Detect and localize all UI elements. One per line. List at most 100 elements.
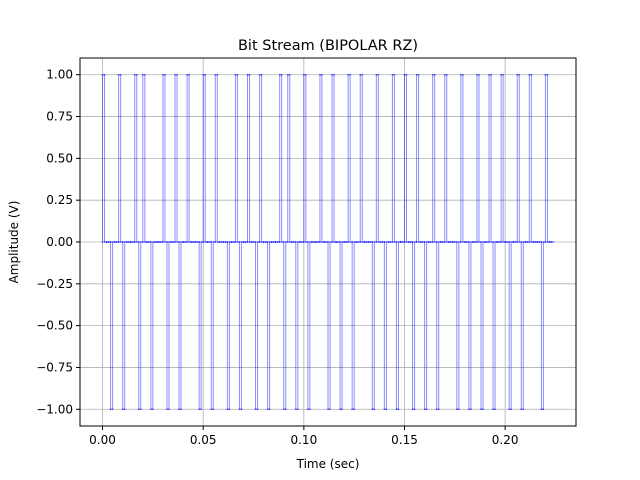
signal-point bbox=[472, 241, 474, 243]
signal-point bbox=[248, 73, 251, 76]
signal-point bbox=[393, 241, 396, 243]
signal-point bbox=[492, 408, 494, 411]
signal-point bbox=[540, 408, 543, 411]
signal-point bbox=[347, 241, 350, 243]
signal-point bbox=[500, 73, 503, 76]
signal-point bbox=[302, 73, 305, 76]
signal-point bbox=[168, 408, 170, 411]
x-tick-label: 0.05 bbox=[190, 433, 217, 447]
signal-point bbox=[290, 241, 293, 243]
signal-point bbox=[294, 408, 297, 411]
signal-point bbox=[455, 241, 458, 243]
signal-point bbox=[530, 73, 533, 76]
signal-point bbox=[288, 241, 291, 243]
signal-point bbox=[419, 241, 422, 243]
signal-point bbox=[282, 241, 285, 243]
signal-point bbox=[254, 408, 257, 411]
signal-point bbox=[139, 408, 142, 411]
signal-point bbox=[331, 73, 333, 76]
signal-point bbox=[308, 408, 311, 411]
signal-point bbox=[526, 241, 529, 243]
signal-point bbox=[216, 241, 219, 243]
signal-point bbox=[502, 241, 505, 243]
signal-point bbox=[407, 241, 410, 243]
signal-point bbox=[385, 408, 388, 411]
signal-point bbox=[333, 73, 335, 76]
signal-point bbox=[234, 241, 237, 243]
signal-point bbox=[488, 241, 490, 243]
signal-point bbox=[359, 241, 362, 243]
signal-point bbox=[459, 73, 462, 76]
signal-point bbox=[125, 241, 128, 243]
signal-point bbox=[528, 241, 531, 243]
signal-point bbox=[304, 73, 307, 76]
signal-point bbox=[188, 73, 191, 76]
signal-point bbox=[135, 73, 138, 76]
signal-point bbox=[133, 73, 136, 76]
y-axis-label: Amplitude (V) bbox=[7, 201, 21, 284]
signal-point bbox=[178, 408, 180, 411]
signal-point bbox=[319, 73, 321, 76]
signal-point bbox=[214, 73, 217, 76]
signal-point bbox=[315, 241, 317, 243]
signal-point bbox=[341, 241, 343, 243]
signal-point bbox=[202, 241, 205, 243]
signal-point bbox=[349, 241, 352, 243]
signal-point bbox=[308, 241, 311, 243]
signal-point bbox=[465, 241, 468, 243]
signal-point bbox=[395, 241, 398, 243]
signal-point bbox=[403, 73, 406, 76]
signal-point bbox=[369, 241, 372, 243]
signal-point bbox=[461, 241, 464, 243]
signal-point bbox=[262, 241, 265, 243]
signal-point bbox=[540, 241, 543, 243]
signal-point bbox=[186, 241, 188, 243]
signal-point bbox=[518, 241, 521, 243]
signal-point bbox=[427, 241, 430, 243]
signal-point bbox=[417, 241, 420, 243]
signal-point bbox=[214, 241, 217, 243]
signal-point bbox=[212, 241, 215, 243]
signal-point bbox=[371, 408, 374, 411]
signal-point bbox=[355, 241, 358, 243]
signal-point bbox=[443, 241, 446, 243]
signal-point bbox=[137, 241, 140, 243]
y-tick-label: 0.50 bbox=[46, 151, 73, 165]
y-tick-label: 0.25 bbox=[46, 193, 73, 207]
signal-point bbox=[542, 408, 545, 411]
signal-point bbox=[258, 73, 261, 76]
signal-point bbox=[341, 408, 343, 411]
signal-point bbox=[353, 408, 356, 411]
y-tick-label: 0.75 bbox=[46, 110, 73, 124]
signal-point bbox=[121, 241, 124, 243]
signal-point bbox=[494, 408, 496, 411]
signal-point bbox=[232, 241, 235, 243]
signal-point bbox=[546, 73, 549, 76]
signal-point bbox=[254, 241, 257, 243]
signal-point bbox=[457, 241, 460, 243]
signal-point bbox=[343, 241, 346, 243]
signal-point bbox=[502, 73, 505, 76]
signal-point bbox=[246, 241, 249, 243]
y-tick-label: 1.00 bbox=[46, 68, 73, 82]
signal-point bbox=[423, 241, 426, 243]
signal-point bbox=[141, 241, 144, 243]
signal-point bbox=[135, 241, 138, 243]
signal-point bbox=[296, 408, 299, 411]
signal-point bbox=[329, 408, 331, 411]
signal-point bbox=[520, 241, 523, 243]
signal-point bbox=[395, 408, 398, 411]
signal-point bbox=[304, 241, 307, 243]
signal-point bbox=[230, 241, 233, 243]
signal-point bbox=[180, 408, 182, 411]
signal-point bbox=[264, 241, 267, 243]
signal-point bbox=[375, 241, 378, 243]
signal-point bbox=[129, 241, 132, 243]
signal-point bbox=[292, 241, 295, 243]
signal-point bbox=[363, 241, 366, 243]
signal-point bbox=[248, 241, 251, 243]
signal-point bbox=[313, 241, 315, 243]
signal-point bbox=[164, 73, 166, 76]
signal-point bbox=[218, 241, 221, 243]
signal-point bbox=[109, 408, 112, 411]
